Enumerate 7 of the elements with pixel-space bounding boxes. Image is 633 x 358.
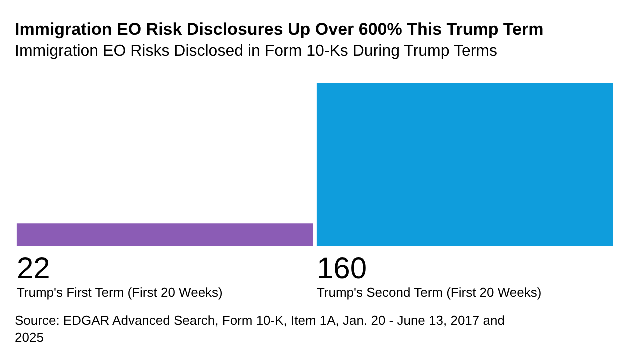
source-note: Source: EDGAR Advanced Search, Form 10-K, Item 1A, Jan. 20 - June 13, 2017 and 2025: [15, 312, 506, 346]
x-tick-label: Trump's First Term (First 20 Weeks): [16, 285, 223, 300]
data-label: 160: [316, 252, 368, 286]
x-tick-label: Trump's Second Term (First 20 Weeks): [316, 285, 542, 300]
chart-title: Immigration EO Risk Disclosures Up Over 600% This Trump Term: [15, 20, 544, 40]
chart-subtitle: Immigration EO Risks Disclosed in Form 10-Ks During Trump Terms: [15, 43, 498, 61]
data-label: 22: [16, 252, 50, 286]
